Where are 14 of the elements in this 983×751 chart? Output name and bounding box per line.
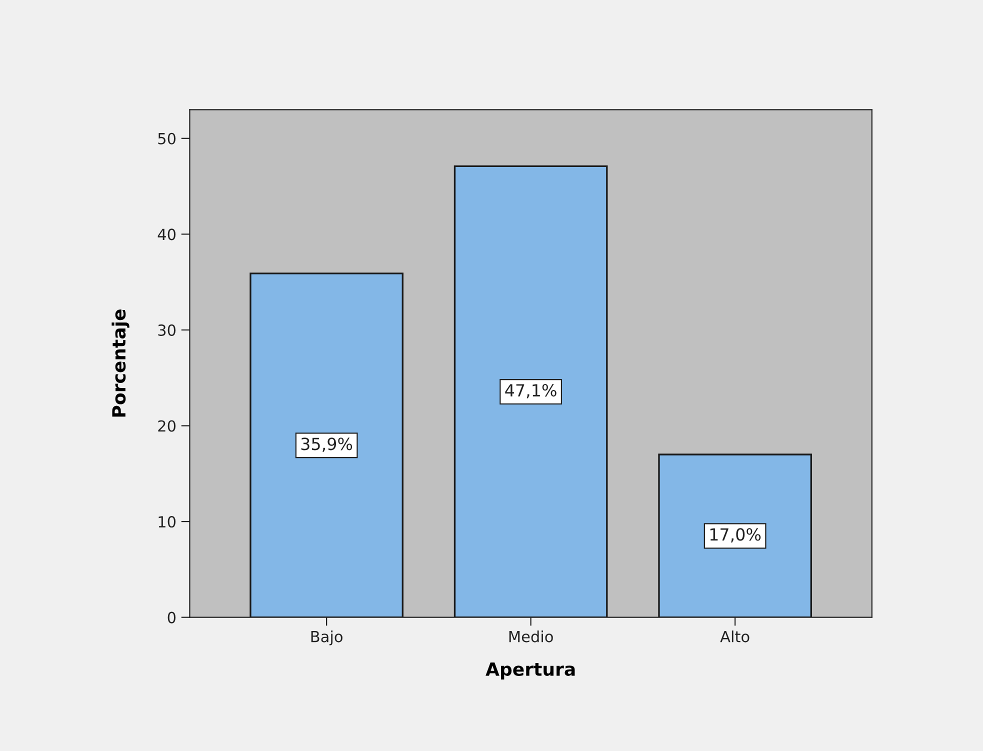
y-tick-label: 30: [158, 324, 176, 336]
data-label: 47,1%: [505, 384, 556, 398]
data-label: 35,9%: [301, 438, 352, 452]
data-label: 17,0%: [710, 528, 761, 542]
x-tick-label: Alto: [720, 630, 750, 642]
y-tick-label: 50: [158, 132, 176, 144]
x-axis-title: Apertura: [486, 662, 575, 680]
x-tick-label: Medio: [509, 630, 553, 642]
y-tick-label: 0: [168, 612, 176, 624]
y-tick-label: 20: [158, 420, 176, 432]
y-tick-label: 10: [158, 516, 176, 528]
y-axis-title: Porcentaje: [112, 310, 130, 417]
x-tick-label: Bajo: [311, 630, 342, 646]
y-tick-label: 40: [158, 228, 176, 240]
